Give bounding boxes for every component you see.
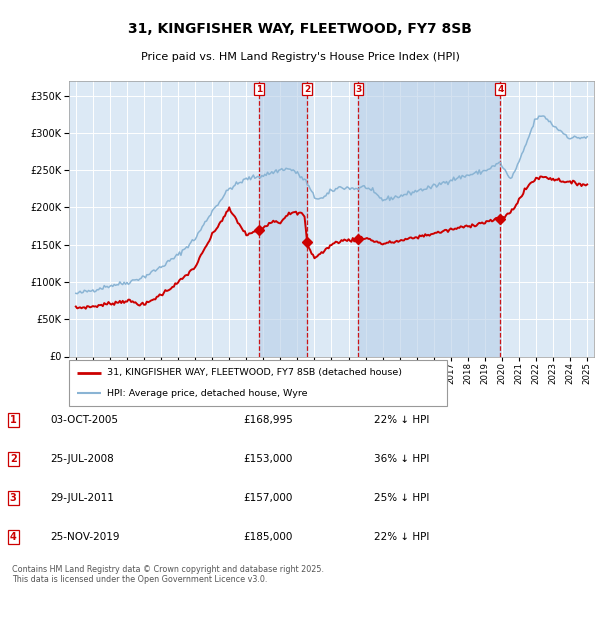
Text: £168,995: £168,995	[244, 415, 293, 425]
Bar	[358, 81, 500, 356]
Text: 1: 1	[256, 85, 262, 94]
Text: 3: 3	[10, 493, 17, 503]
Text: Contains HM Land Registry data © Crown copyright and database right 2025.
This d: Contains HM Land Registry data © Crown c…	[12, 565, 324, 584]
Text: Price paid vs. HM Land Registry's House Price Index (HPI): Price paid vs. HM Land Registry's House …	[140, 52, 460, 62]
Text: 25-NOV-2019: 25-NOV-2019	[50, 532, 120, 542]
Text: £185,000: £185,000	[244, 532, 293, 542]
Text: 3: 3	[355, 85, 361, 94]
Text: 03-OCT-2005: 03-OCT-2005	[50, 415, 119, 425]
Text: 29-JUL-2011: 29-JUL-2011	[50, 493, 115, 503]
Text: HPI: Average price, detached house, Wyre: HPI: Average price, detached house, Wyre	[107, 389, 307, 397]
Text: 2: 2	[304, 85, 310, 94]
Text: £153,000: £153,000	[244, 454, 293, 464]
Text: 2: 2	[10, 454, 17, 464]
Text: 4: 4	[497, 85, 503, 94]
Text: 22% ↓ HPI: 22% ↓ HPI	[374, 415, 430, 425]
Text: 25% ↓ HPI: 25% ↓ HPI	[374, 493, 430, 503]
Text: 1: 1	[10, 415, 17, 425]
Text: 25-JUL-2008: 25-JUL-2008	[50, 454, 114, 464]
Text: 31, KINGFISHER WAY, FLEETWOOD, FY7 8SB (detached house): 31, KINGFISHER WAY, FLEETWOOD, FY7 8SB (…	[107, 368, 402, 377]
Text: 22% ↓ HPI: 22% ↓ HPI	[374, 532, 430, 542]
Bar	[259, 81, 307, 356]
Text: 4: 4	[10, 532, 17, 542]
Text: 31, KINGFISHER WAY, FLEETWOOD, FY7 8SB: 31, KINGFISHER WAY, FLEETWOOD, FY7 8SB	[128, 22, 472, 36]
Text: £157,000: £157,000	[244, 493, 293, 503]
Text: 36% ↓ HPI: 36% ↓ HPI	[374, 454, 430, 464]
